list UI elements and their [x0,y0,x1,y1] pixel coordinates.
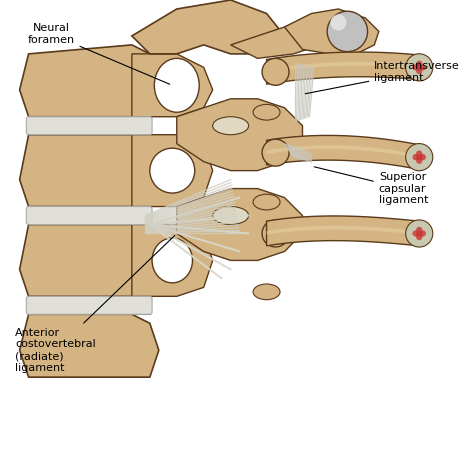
Circle shape [416,68,422,74]
Circle shape [419,154,426,160]
Polygon shape [19,45,159,117]
Polygon shape [132,224,213,296]
Circle shape [262,220,289,247]
Ellipse shape [155,58,199,112]
Polygon shape [177,189,302,260]
Circle shape [416,154,422,160]
Ellipse shape [253,105,280,120]
Circle shape [416,64,422,70]
Circle shape [406,54,433,81]
FancyBboxPatch shape [27,296,152,314]
Text: Anterior
costovertebral
(radiate)
ligament: Anterior costovertebral (radiate) ligame… [15,235,175,373]
Polygon shape [28,117,150,135]
Polygon shape [19,314,159,377]
Polygon shape [284,9,379,54]
Polygon shape [177,99,302,171]
Polygon shape [132,54,213,117]
Circle shape [416,150,422,157]
Circle shape [416,158,422,164]
Circle shape [327,11,368,52]
Ellipse shape [213,117,248,135]
Circle shape [419,64,426,70]
Circle shape [406,220,433,247]
Polygon shape [266,216,419,246]
Circle shape [412,230,419,237]
Polygon shape [266,145,419,158]
Circle shape [412,154,419,160]
Polygon shape [132,135,213,207]
Ellipse shape [213,207,248,224]
Ellipse shape [150,148,195,193]
Circle shape [416,234,422,240]
Polygon shape [28,207,150,224]
Text: Superior
capsular
ligament: Superior capsular ligament [314,167,428,205]
Polygon shape [266,136,419,170]
Circle shape [262,139,289,166]
Circle shape [406,144,433,171]
Ellipse shape [152,238,192,283]
FancyBboxPatch shape [27,207,152,224]
Circle shape [416,61,422,67]
FancyBboxPatch shape [27,117,152,135]
Circle shape [262,58,289,85]
Polygon shape [231,18,329,58]
Polygon shape [28,296,150,314]
Circle shape [330,14,346,31]
Polygon shape [132,0,284,54]
Ellipse shape [253,194,280,210]
Circle shape [416,230,422,237]
Polygon shape [19,224,159,296]
Circle shape [416,227,422,233]
Ellipse shape [253,284,280,300]
Polygon shape [19,135,159,207]
Text: Neural
foramen: Neural foramen [27,23,170,84]
Circle shape [419,230,426,237]
Polygon shape [266,226,419,235]
Polygon shape [266,62,419,73]
Polygon shape [266,52,419,84]
Text: Intertransverse
ligament: Intertransverse ligament [305,61,460,94]
Circle shape [412,64,419,70]
